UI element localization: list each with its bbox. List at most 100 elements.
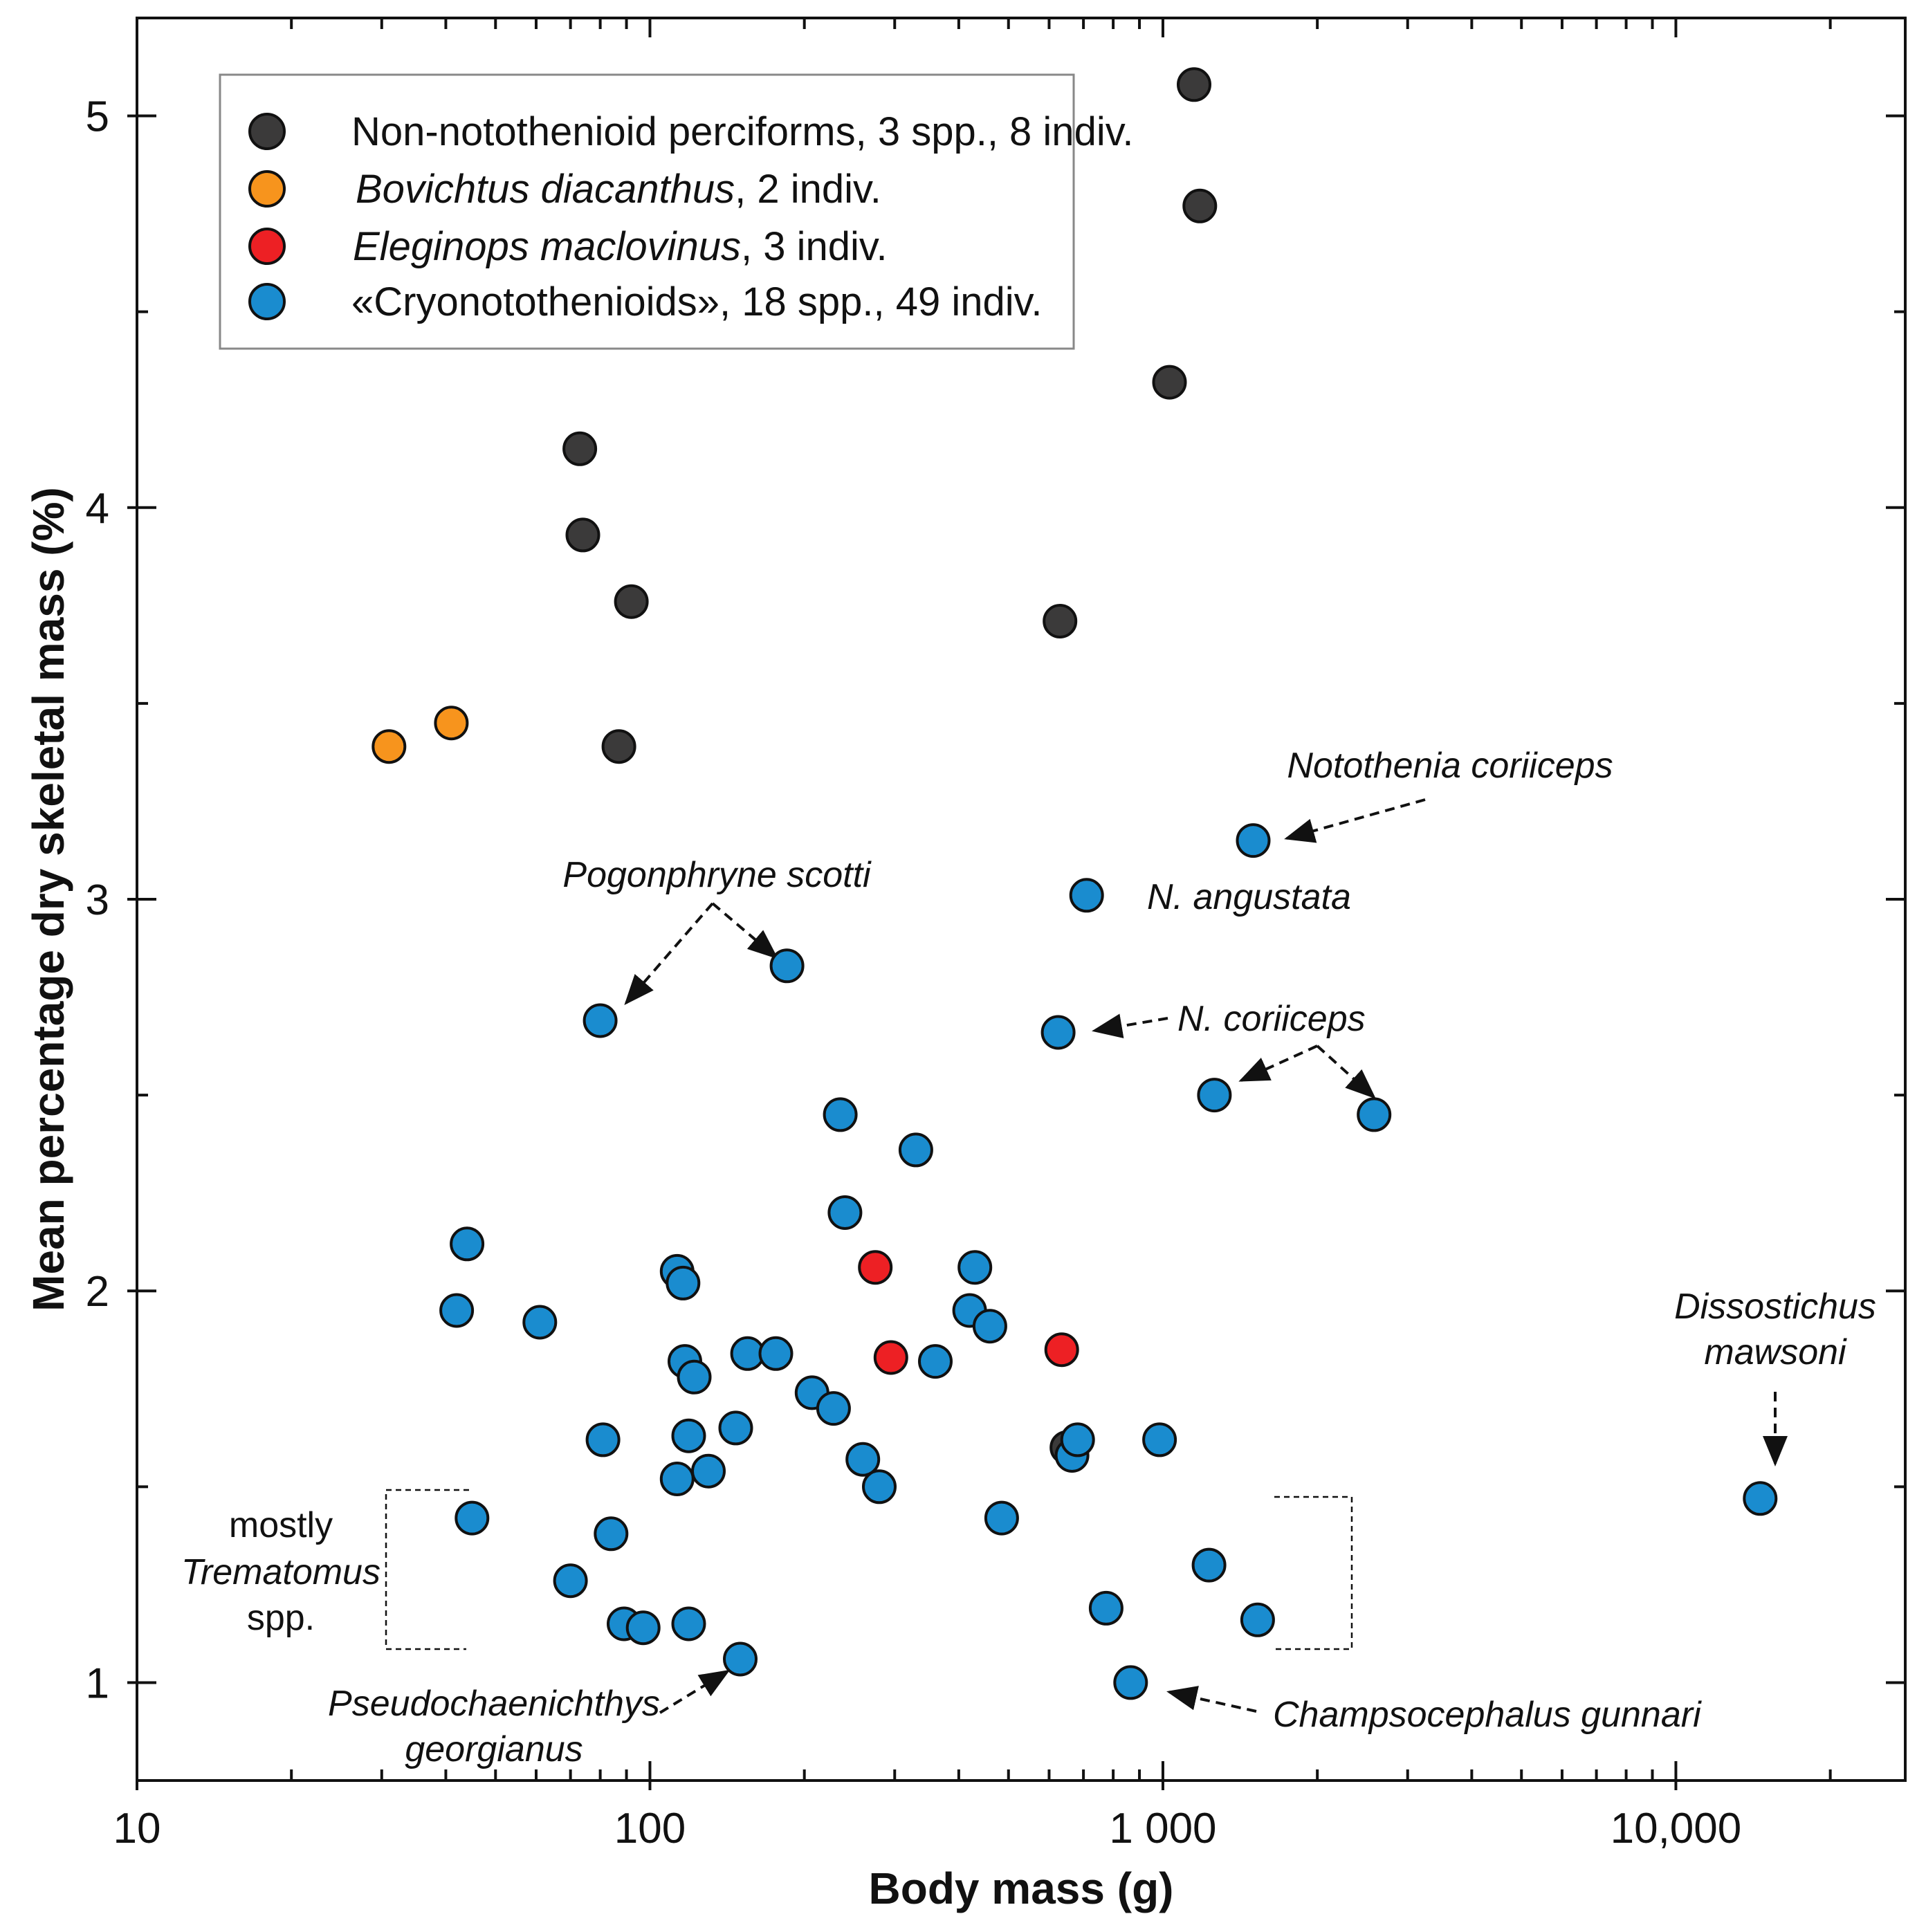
- point-cryono: [671, 1418, 706, 1453]
- arrow-pseudo: [659, 1669, 731, 1714]
- point-nonnoto: [1182, 188, 1218, 223]
- point-cryono: [957, 1250, 993, 1285]
- point-cryono: [816, 1391, 851, 1426]
- x-tick-label: 10,000: [1611, 1805, 1742, 1852]
- point-nonnoto: [562, 431, 598, 466]
- y-tick-label: 2: [86, 1268, 109, 1316]
- annotation-dissostichus: Dissostichus: [1674, 1287, 1876, 1327]
- annotation-notothenia: Notothenia coriiceps: [1287, 746, 1613, 786]
- x-tick-label: 1 000: [1109, 1805, 1216, 1852]
- arrow-ncoriiceps-left: [1092, 1013, 1168, 1039]
- point-cryono: [439, 1293, 475, 1328]
- y-tick-label: 5: [86, 93, 109, 141]
- point-cryono: [455, 1500, 490, 1536]
- point-cryono: [1069, 878, 1104, 913]
- legend-marker-eleginops: [248, 228, 286, 265]
- axis-ticks: [127, 18, 1905, 1790]
- bracket-right: [1274, 1496, 1353, 1650]
- point-cryono: [594, 1516, 629, 1552]
- legend-label-eleginops: Eleginops maclovinus, 3 indiv.: [353, 224, 888, 269]
- arrow-ncoriiceps-2: [1238, 1045, 1318, 1082]
- axis-tick-labels: 10 100 1 000 10,000 1 2 3 4 5: [86, 93, 1742, 1852]
- point-cryono: [1113, 1665, 1148, 1700]
- legend-label-cryono: «Cryonotothenioids», 18 spp., 49 indiv.: [351, 279, 1042, 324]
- point-cryono: [450, 1226, 485, 1262]
- point-cryono: [625, 1610, 661, 1646]
- point-cryono: [723, 1641, 758, 1677]
- legend-label-nonnoto: Non-notothenioid perciforms, 3 spp., 8 i…: [351, 109, 1134, 154]
- point-eleginops: [858, 1250, 893, 1285]
- point-bovichtus: [434, 706, 469, 741]
- point-cryono: [1040, 1015, 1076, 1050]
- x-tick-label: 100: [614, 1805, 686, 1852]
- point-cryono: [659, 1462, 695, 1496]
- point-cryono: [1240, 1602, 1275, 1637]
- point-cryono: [823, 1097, 858, 1132]
- bracket-left: [385, 1489, 469, 1650]
- arrow-notothenia: [1284, 798, 1426, 843]
- annotation-pseudochaenichthys: Pseudochaenichthys: [328, 1684, 660, 1724]
- annotation-n-coriiceps: N. coriiceps: [1177, 999, 1366, 1039]
- y-axis-title: Mean percentage dry skeletal mass (%): [24, 487, 73, 1312]
- point-cryono: [1236, 823, 1271, 858]
- arrow-pogonphryne-2: [711, 902, 779, 959]
- point-eleginops: [873, 1340, 908, 1375]
- x-axis-title: Body mass (g): [869, 1864, 1174, 1913]
- point-cryono: [898, 1132, 933, 1168]
- point-bovichtus: [372, 729, 407, 764]
- point-cryono: [862, 1469, 897, 1505]
- point-nonnoto: [614, 584, 649, 619]
- point-cryono: [1142, 1422, 1177, 1457]
- point-cryono: [553, 1563, 588, 1599]
- y-tick-label: 1: [86, 1659, 109, 1707]
- point-cryono: [1060, 1422, 1095, 1457]
- point-eleginops: [1044, 1332, 1079, 1368]
- arrow-pogonphryne: [624, 902, 714, 1006]
- legend-marker-bovichtus: [248, 170, 286, 208]
- point-cryono: [845, 1442, 881, 1477]
- annotation-spp: spp.: [247, 1598, 315, 1638]
- point-cryono: [769, 948, 805, 984]
- point-cryono: [1357, 1097, 1392, 1132]
- point-cryono: [671, 1606, 706, 1641]
- annotation-georgianus: georgianus: [405, 1729, 583, 1769]
- annotations: Notothenia coriiceps N. angustata Pogonp…: [181, 746, 1876, 1769]
- annotation-pogonphryne: Pogonphryne scotti: [562, 855, 872, 895]
- point-cryono: [677, 1359, 712, 1395]
- point-cryono: [666, 1265, 701, 1300]
- point-cryono: [583, 1003, 618, 1038]
- y-tick-label: 4: [86, 485, 109, 533]
- legend: Non-notothenioid perciforms, 3 spp., 8 i…: [219, 73, 1134, 350]
- point-cryono: [585, 1422, 621, 1457]
- annotation-champsocephalus: Champsocephalus gunnari: [1273, 1695, 1702, 1735]
- arrow-champso: [1166, 1686, 1257, 1713]
- annotation-arrows: [385, 798, 1788, 1714]
- point-cryono: [827, 1195, 863, 1230]
- point-cryono: [718, 1410, 753, 1446]
- point-cryono: [1088, 1590, 1124, 1626]
- point-cryono: [691, 1453, 726, 1489]
- point-cryono: [1743, 1481, 1778, 1516]
- point-cryono: [972, 1309, 1007, 1344]
- arrow-ncoriiceps-3: [1316, 1045, 1376, 1099]
- legend-marker-nonnoto: [248, 113, 286, 150]
- point-nonnoto: [565, 517, 600, 553]
- annotation-mawsoni: mawsoni: [1704, 1332, 1847, 1372]
- legend-label-bovichtus: Bovichtus diacanthus, 2 indiv.: [356, 167, 881, 212]
- data-points: [372, 67, 1778, 1700]
- annotation-n-angustata: N. angustata: [1147, 877, 1351, 917]
- annotation-mostly: mostly: [229, 1505, 333, 1545]
- point-nonnoto: [1152, 365, 1187, 400]
- point-nonnoto: [1177, 67, 1211, 102]
- point-cryono: [984, 1500, 1019, 1536]
- point-cryono: [522, 1305, 558, 1340]
- y-tick-label: 3: [86, 876, 109, 924]
- annotation-trematomus: Trematomus: [181, 1552, 380, 1592]
- legend-box: [219, 73, 1075, 350]
- x-tick-label: 10: [113, 1805, 161, 1852]
- point-cryono: [1191, 1547, 1227, 1583]
- legend-marker-cryono: [248, 283, 286, 320]
- point-cryono: [918, 1344, 953, 1379]
- point-cryono: [758, 1336, 794, 1371]
